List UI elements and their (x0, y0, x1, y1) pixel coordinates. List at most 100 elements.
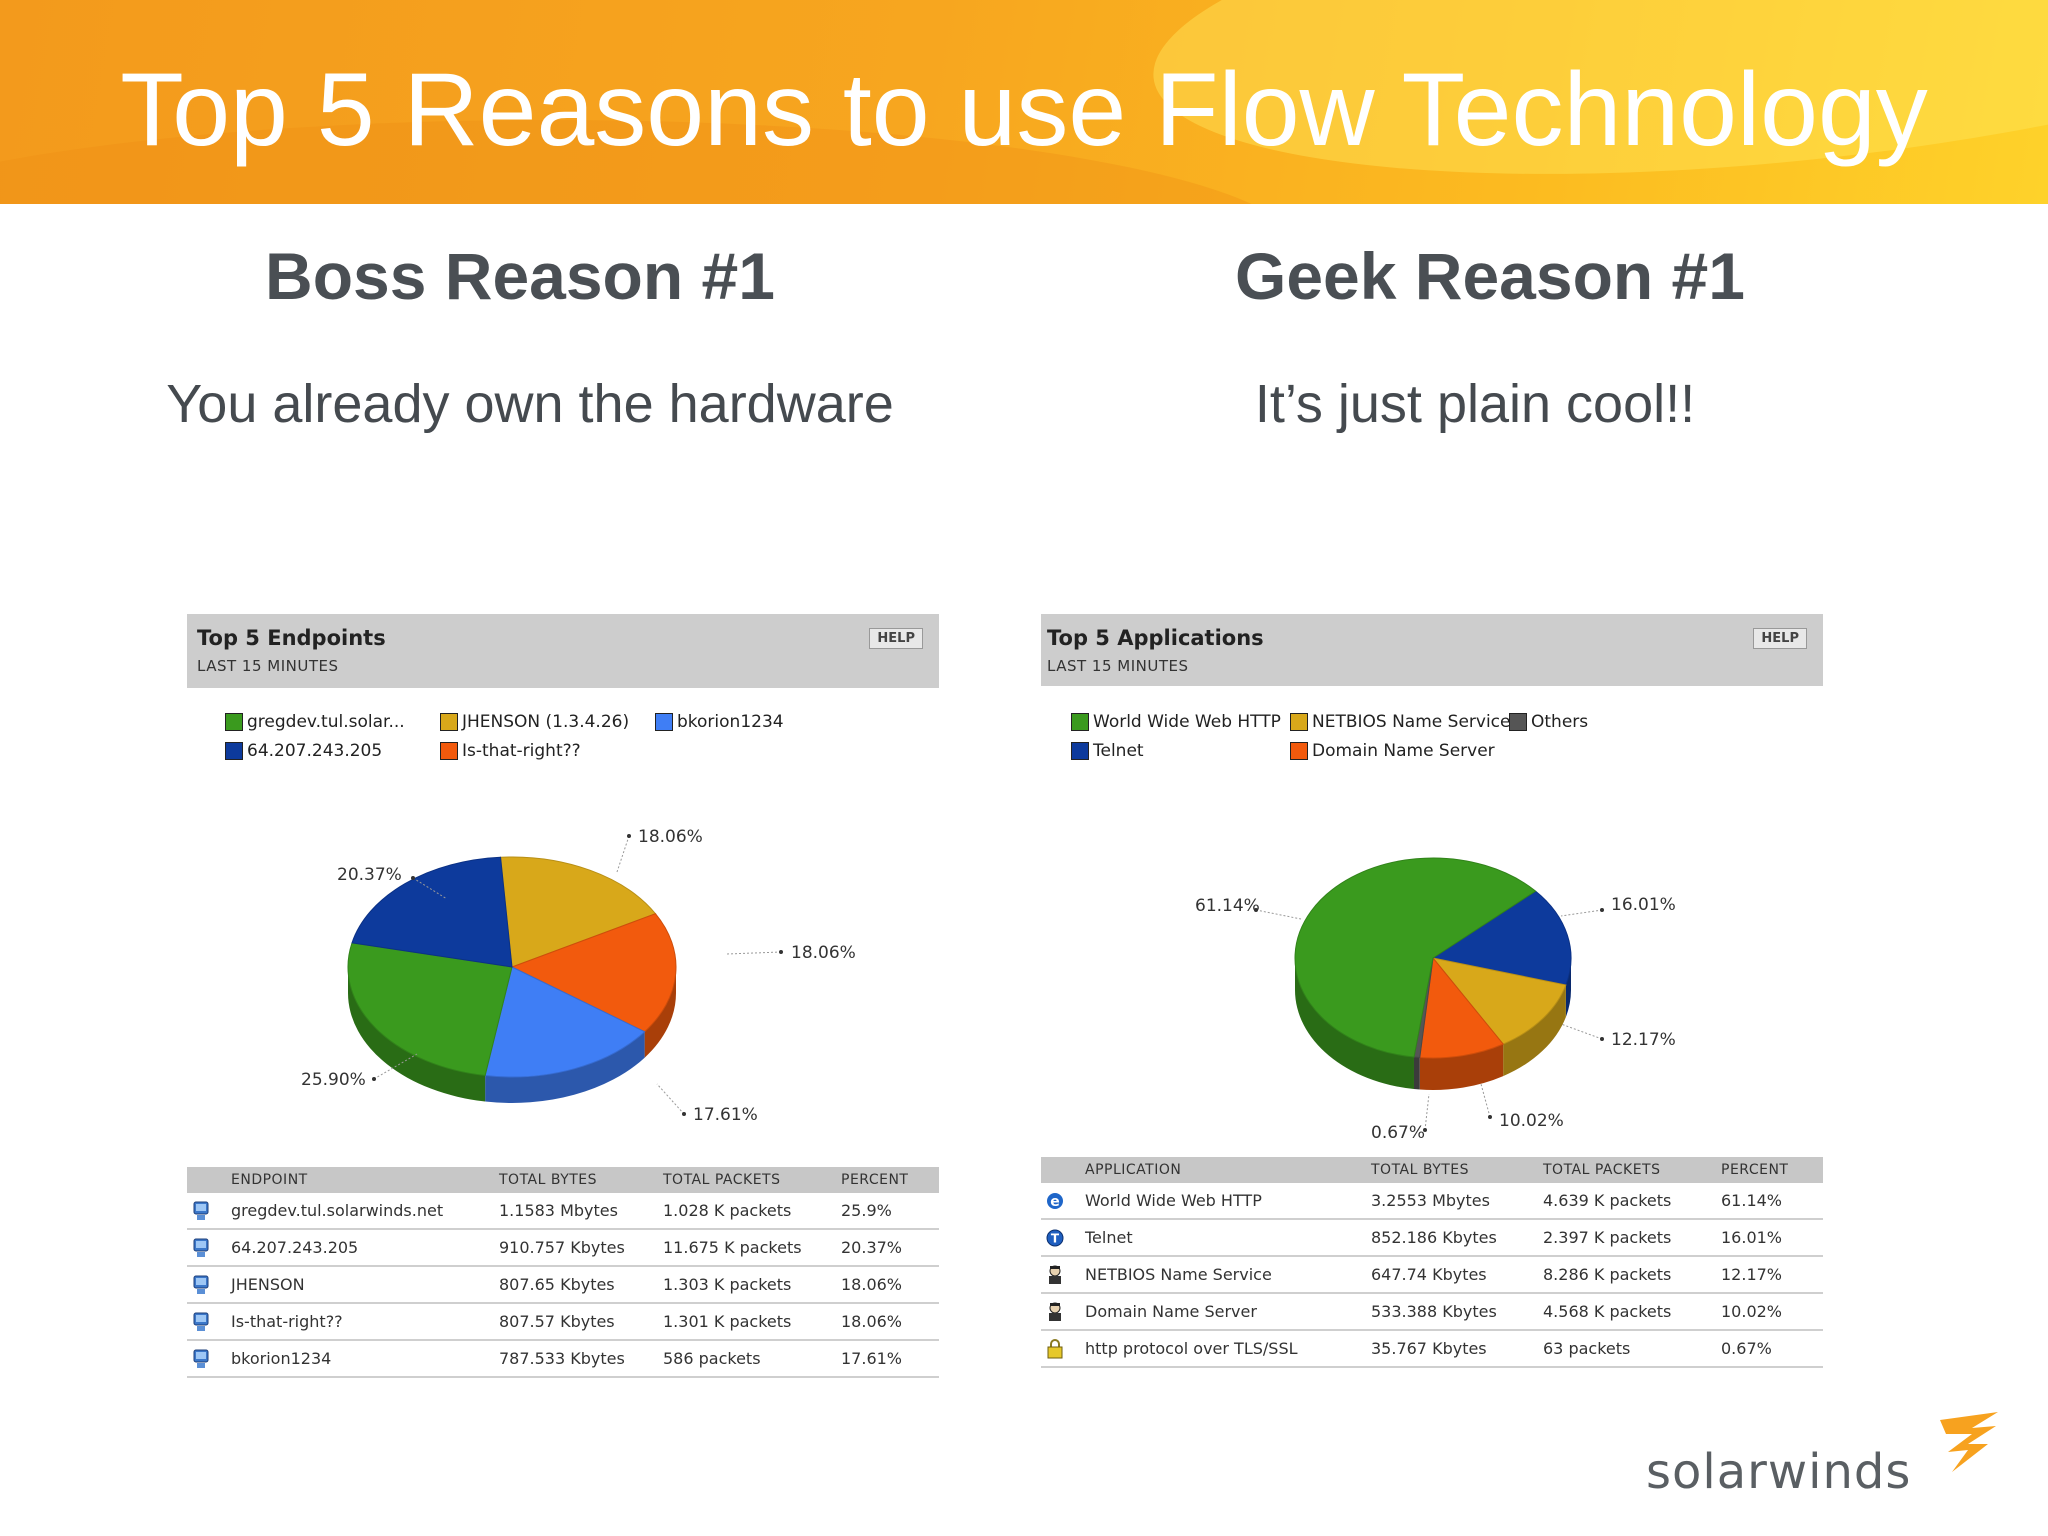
row-name[interactable]: 64.207.243.205 (231, 1229, 499, 1267)
endpoints-help-button[interactable]: HELP (869, 628, 923, 649)
row-total-packets: 1.303 K packets (663, 1266, 841, 1304)
pie-leader-line (616, 835, 630, 873)
row-name[interactable]: JHENSON (231, 1266, 499, 1304)
row-name[interactable]: gregdev.tul.solarwinds.net (231, 1193, 499, 1230)
agent-icon (1049, 1302, 1061, 1321)
geek-reason-text: It’s just plain cool!! (1254, 374, 1696, 434)
row-name[interactable]: Domain Name Server (1085, 1293, 1371, 1331)
column-total-bytes[interactable]: TOTAL BYTES (1371, 1157, 1543, 1183)
pie-slice[interactable] (510, 913, 677, 1033)
pie-slice[interactable] (500, 856, 657, 968)
row-total-bytes: 852.186 Kbytes (1371, 1219, 1543, 1257)
column-percent[interactable]: PERCENT (841, 1167, 939, 1193)
column-endpoint[interactable]: ENDPOINT (231, 1167, 499, 1193)
pie-leader-line (1480, 1083, 1491, 1118)
applications-panel-header: Top 5 Applications LAST 15 MINUTES HELP (1041, 614, 1823, 686)
applications-help-button[interactable]: HELP (1753, 628, 1807, 649)
slide-title: Top 5 Reasons to use Flow Technology (120, 52, 1928, 168)
legend-label: Telnet (1093, 741, 1144, 761)
row-percent: 20.37% (841, 1229, 939, 1267)
row-percent: 61.14% (1721, 1183, 1823, 1220)
endpoints-panel-subtitle: LAST 15 MINUTES (197, 657, 339, 675)
monitor-icon (193, 1349, 209, 1368)
pie-data-label: 25.90% (301, 1070, 366, 1090)
table-row[interactable]: JHENSON 807.65 Kbytes 1.303 K packets 18.06… (187, 1266, 939, 1304)
top-applications-panel: Top 5 Applications LAST 15 MINUTES HELP … (1041, 614, 1823, 1368)
pie-slice[interactable] (484, 966, 646, 1078)
legend-swatch (225, 742, 243, 760)
row-name[interactable]: Is-that-right?? (231, 1303, 499, 1341)
legend-label: bkorion1234 (677, 712, 784, 732)
top-endpoints-panel: Top 5 Endpoints LAST 15 MINUTES HELP gre… (187, 614, 939, 1379)
applications-table: APPLICATION TOTAL BYTES TOTAL PACKETS PE… (1041, 1157, 1823, 1368)
endpoints-table: ENDPOINT TOTAL BYTES TOTAL PACKETS PERCE… (187, 1167, 939, 1378)
pie-leader-dot (1254, 908, 1258, 912)
pie-slice-side (644, 967, 676, 1058)
lock-icon (1047, 1338, 1063, 1358)
row-total-bytes: 807.57 Kbytes (499, 1303, 663, 1341)
pie-leader-dot (682, 1112, 686, 1116)
table-row[interactable]: NETBIOS Name Service 647.74 Kbytes 8.286 K… (1041, 1256, 1823, 1294)
column-percent[interactable]: PERCENT (1721, 1157, 1823, 1183)
row-name[interactable]: NETBIOS Name Service (1085, 1256, 1371, 1294)
table-row[interactable]: e World Wide Web HTTP 3.2553 Mbytes 4.639 K… (1041, 1183, 1823, 1220)
pie-data-label: 12.17% (1611, 1030, 1676, 1050)
monitor-icon (193, 1275, 209, 1294)
legend-label: 64.207.243.205 (247, 741, 383, 761)
table-row[interactable]: http protocol over TLS/SSL 35.767 Kbytes 6… (1041, 1330, 1823, 1368)
endpoints-panel-header: Top 5 Endpoints LAST 15 MINUTES HELP (187, 614, 939, 688)
row-name[interactable]: bkorion1234 (231, 1340, 499, 1378)
pie-slice-side (1419, 1044, 1504, 1090)
table-row[interactable]: bkorion1234 787.533 Kbytes 586 packets 17.6… (187, 1340, 939, 1378)
legend-swatch (440, 713, 458, 731)
row-name[interactable]: Telnet (1085, 1219, 1371, 1257)
row-total-packets: 4.639 K packets (1543, 1183, 1721, 1220)
column-total-bytes[interactable]: TOTAL BYTES (499, 1167, 663, 1193)
pie-slice-side (348, 967, 486, 1102)
table-row[interactable]: gregdev.tul.solarwinds.net 1.1583 Mbytes 1… (187, 1193, 939, 1230)
pie-data-label: 61.14% (1195, 896, 1260, 916)
pie-slice[interactable] (1431, 957, 1567, 1045)
legend-swatch (655, 713, 673, 731)
pie-slice[interactable] (1419, 956, 1504, 1059)
row-total-bytes: 807.65 Kbytes (499, 1266, 663, 1304)
row-total-bytes: 647.74 Kbytes (1371, 1256, 1543, 1294)
pie-data-label: 10.02% (1499, 1111, 1564, 1131)
pie-slice-side (1503, 984, 1566, 1077)
pie-leader-dot (779, 950, 783, 954)
legend-swatch (1509, 713, 1527, 731)
pie-slice[interactable] (351, 856, 513, 968)
solarwinds-logo-text: solarwinds (1646, 1444, 1912, 1500)
column-application[interactable]: APPLICATION (1085, 1157, 1371, 1183)
telnet-icon: T (1046, 1229, 1064, 1246)
svg-text:T: T (1051, 1231, 1060, 1245)
table-row[interactable]: T Telnet 852.186 Kbytes 2.397 K packets 16.0… (1041, 1219, 1823, 1257)
row-total-bytes: 1.1583 Mbytes (499, 1193, 663, 1230)
legend-swatch (1071, 742, 1089, 760)
row-total-bytes: 533.388 Kbytes (1371, 1293, 1543, 1331)
pie-slice-side (485, 1031, 645, 1103)
row-percent: 16.01% (1721, 1219, 1823, 1257)
legend-label: gregdev.tul.solar... (247, 712, 405, 732)
table-row[interactable]: Domain Name Server 533.388 Kbytes 4.568 K … (1041, 1293, 1823, 1331)
pie-slice[interactable] (347, 942, 513, 1077)
pie-slice[interactable] (1294, 857, 1537, 1058)
pie-leader-dot (1423, 1128, 1427, 1132)
pie-leader-line (412, 877, 448, 900)
pie-data-label: 20.37% (337, 865, 402, 885)
monitor-icon (193, 1312, 209, 1331)
column-total-packets[interactable]: TOTAL PACKETS (1543, 1157, 1721, 1183)
endpoints-panel-title: Top 5 Endpoints (197, 626, 386, 650)
row-name[interactable]: World Wide Web HTTP (1085, 1183, 1371, 1220)
pie-leader-dot (1600, 1037, 1604, 1041)
pie-leader-line (373, 1053, 418, 1080)
pie-data-label: 18.06% (791, 943, 856, 963)
row-name[interactable]: http protocol over TLS/SSL (1085, 1330, 1371, 1368)
boss-reason-text: You already own the hardware (166, 374, 894, 434)
legend-label: Others (1531, 712, 1589, 732)
column-total-packets[interactable]: TOTAL PACKETS (663, 1167, 841, 1193)
table-row[interactable]: 64.207.243.205 910.757 Kbytes 11.675 K pac… (187, 1229, 939, 1267)
legend-swatch (440, 742, 458, 760)
pie-slice[interactable] (1431, 890, 1572, 986)
table-row[interactable]: Is-that-right?? 807.57 Kbytes 1.301 K pack… (187, 1303, 939, 1341)
